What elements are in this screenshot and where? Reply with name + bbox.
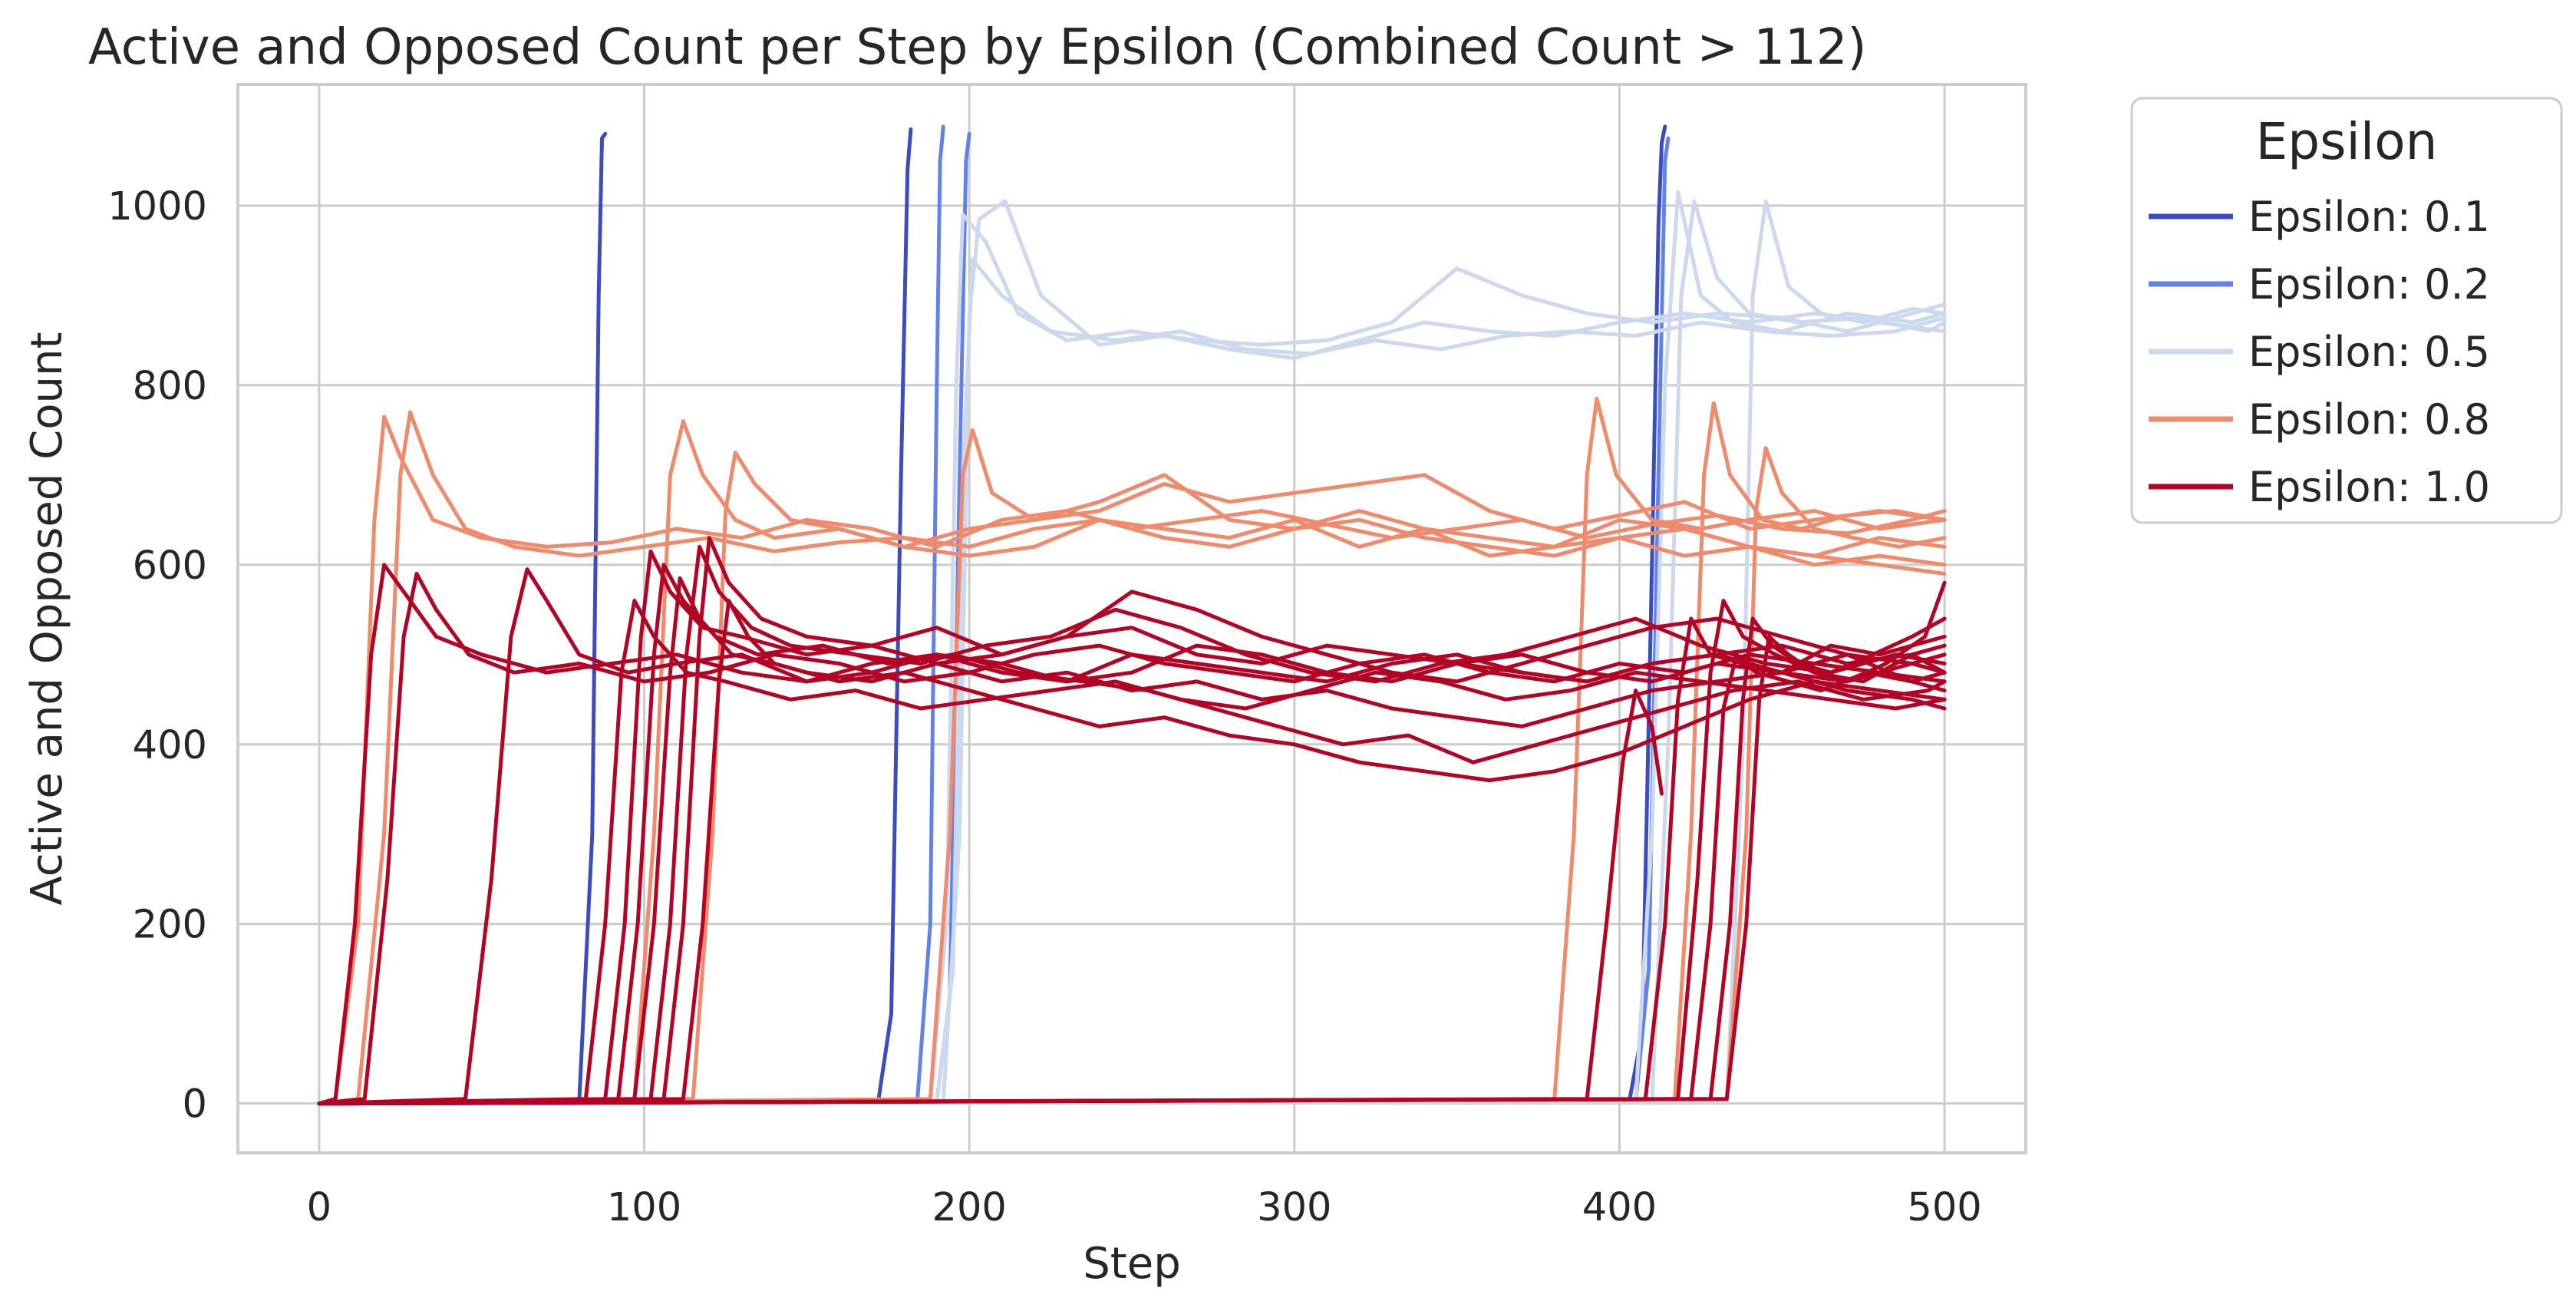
series-line-epsilon-0.5: [317, 199, 1947, 1106]
series-line-epsilon-0.8: [317, 401, 1947, 1106]
legend-label: Epsilon: 0.8: [2248, 395, 2490, 444]
legend-label: Epsilon: 0.5: [2248, 328, 2490, 376]
y-tick-label: 1000: [107, 184, 207, 230]
series-line-epsilon-1: [317, 536, 1947, 1106]
series-line-epsilon-0.5: [317, 213, 1947, 1106]
series-line-epsilon-0.8: [317, 419, 1947, 1106]
series-line-epsilon-0.5: [317, 199, 1947, 1106]
series-line-epsilon-0.8: [317, 451, 1947, 1106]
series-line-epsilon-1: [317, 563, 1947, 1106]
series-line-epsilon-1: [317, 616, 1947, 1106]
y-axis-ticks: 0 200 400 600 800 1000: [107, 184, 207, 1128]
x-tick-label: 400: [1582, 1185, 1657, 1230]
series-line-epsilon-1: [317, 616, 1947, 1106]
y-tick-label: 400: [133, 723, 207, 768]
series-line-epsilon-1: [317, 599, 1947, 1106]
x-axis-ticks: 0 100 200 300 400 500: [307, 1185, 1982, 1230]
legend-label: Epsilon: 0.1: [2248, 193, 2490, 241]
series-line-epsilon-1: [317, 580, 1947, 1106]
x-tick-label: 300: [1257, 1185, 1331, 1230]
series-lines: [317, 124, 1947, 1106]
series-line-epsilon-1: [317, 576, 1947, 1106]
series-line-epsilon-1: [317, 549, 1947, 1106]
y-axis-label: Active and Opposed Count: [22, 332, 72, 906]
series-line-epsilon-0.8: [317, 396, 1947, 1106]
series-line-epsilon-0.8: [317, 446, 1947, 1106]
y-tick-label: 200: [133, 903, 207, 948]
series-line-epsilon-1: [317, 567, 1947, 1106]
grid-lines: [238, 84, 2026, 1153]
x-tick-label: 100: [607, 1185, 681, 1230]
legend-box: [2130, 97, 2563, 524]
legend-label: Epsilon: 0.2: [2248, 260, 2490, 309]
series-line-epsilon-0.5: [317, 190, 1947, 1106]
x-tick-label: 0: [307, 1185, 331, 1230]
series-line-epsilon-0.8: [317, 410, 1947, 1106]
plot-area: [236, 83, 2027, 1154]
y-tick-label: 800: [133, 364, 207, 409]
series-line-epsilon-0.5: [317, 257, 1947, 1106]
x-tick-label: 500: [1907, 1185, 1981, 1230]
series-line-epsilon-1: [317, 599, 1947, 1106]
series-line-epsilon-1: [317, 544, 1947, 1106]
legend-entries: Epsilon: 0.1 Epsilon: 0.2 Epsilon: 0.5 Epsi…: [2149, 193, 2490, 511]
x-tick-label: 200: [932, 1185, 1007, 1230]
legend-label: Epsilon: 1.0: [2248, 463, 2490, 511]
y-tick-label: 0: [183, 1082, 207, 1128]
chart-title: Active and Opposed Count per Step by Eps…: [88, 19, 1867, 76]
y-tick-label: 600: [133, 543, 207, 589]
legend-title: Epsilon: [2256, 112, 2438, 171]
series-line-epsilon-0.8: [317, 428, 1947, 1106]
x-axis-label: Step: [1083, 1239, 1181, 1289]
series-line-epsilon-1: [317, 652, 1947, 1106]
series-line-epsilon-1: [317, 599, 1947, 1106]
